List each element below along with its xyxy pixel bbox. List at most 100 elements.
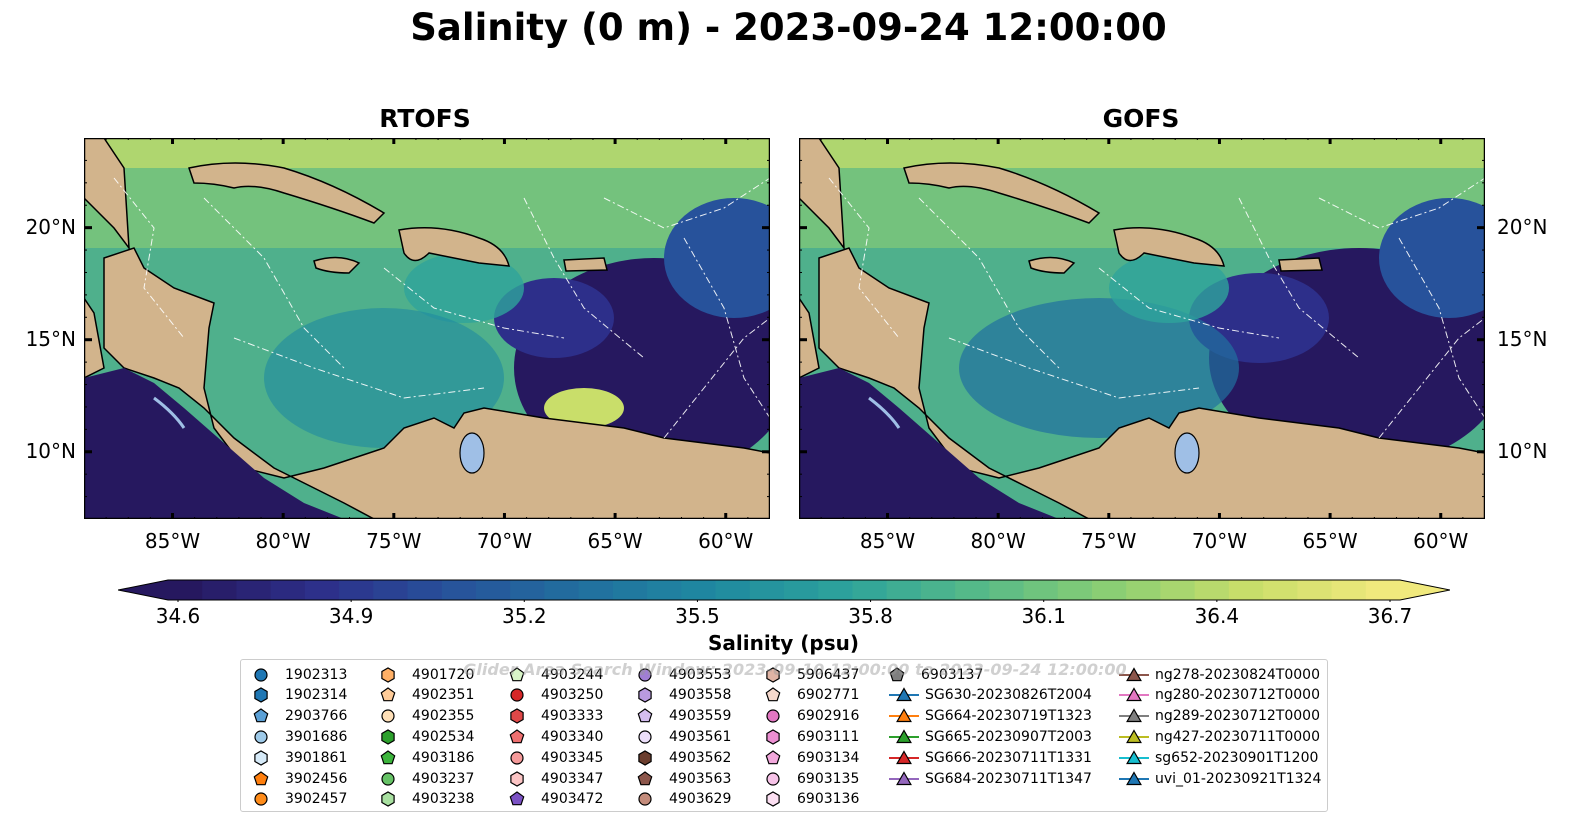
legend-item: 1902314 [253,685,347,706]
lon-tick-label: 75°W [366,529,422,553]
legend-item: 4903244 [509,664,603,685]
lon-tick-label: 65°W [1302,529,1358,553]
legend-label: SG684-20230711T1347 [925,770,1092,787]
legend-marker-icon [509,791,525,806]
legend-item: 6903111 [765,726,859,747]
lon-tick-label: 85°W [859,529,916,553]
legend-label: sg652-20230901T1200 [1155,749,1319,766]
legend-marker-icon [1119,770,1149,785]
lon-tick-label: 85°W [144,529,201,553]
legend-label: SG666-20230711T1331 [925,749,1092,766]
legend-item: uvi_01-20230921T1324 [1119,768,1321,789]
legend-marker-icon [254,687,268,703]
legend-marker-icon [638,687,652,703]
legend-label: 6903135 [797,770,860,787]
colorbar-segment [1160,580,1196,600]
colorbar-segment [339,580,374,600]
legend-marker-icon [1119,708,1149,723]
legend-label: 6903111 [797,728,860,745]
legend-marker-icon [510,751,524,765]
legend-marker-icon [380,749,396,764]
colorbar-segment [749,580,785,600]
legend-marker-icon [509,729,525,744]
colorbar-segment [715,580,751,600]
legend-marker-icon [766,666,780,683]
legend-marker-icon [637,708,653,723]
legend-marker-icon [254,749,268,766]
legend-item: 3902457 [253,789,347,810]
colorbar-segment [784,580,819,600]
legend-marker-icon [889,749,919,764]
legend-label: 4903345 [541,749,604,766]
legend-marker-icon [254,667,268,682]
legend-marker-icon [254,792,268,806]
legend-label: 4903558 [669,687,732,704]
colorbar-segment [920,580,956,600]
legend-marker-icon [637,770,653,785]
legend-marker-icon [638,730,652,744]
legend-item: 4903472 [509,789,603,810]
legend-marker-icon [889,666,905,681]
legend-label: 1902313 [285,666,348,683]
colorbar-segment [1263,580,1298,600]
legend-label: 4902355 [412,708,475,725]
legend-label: 4903472 [541,791,604,808]
colorbar-segment [612,580,648,600]
colorbar-segment [1228,580,1264,600]
legend-marker-icon [889,770,919,785]
legend-label: 4901720 [412,666,475,683]
legend-label: 1902314 [285,687,348,704]
legend-marker-icon [638,667,652,682]
colorbar-segment [1092,580,1127,600]
legend-marker-icon [766,791,780,807]
colorbar-segment [476,580,511,600]
colorbar-tick-label: 34.6 [155,604,201,628]
colorbar-segment [304,580,340,600]
legend-item: 4903563 [637,768,731,789]
legend-marker-icon [638,792,652,806]
legend-item: 4903238 [380,789,474,810]
legend-item: 4902351 [380,685,474,706]
legend-item: ng278-20230824T0000 [1119,664,1320,685]
legend-marker-icon [254,730,268,744]
legend-item: 4901720 [380,664,474,685]
legend-item: 4902534 [380,726,474,747]
gofs-salinity-map[interactable] [799,138,1485,519]
legend-item: 4903186 [380,747,474,768]
lon-tick-label: 80°W [970,529,1026,553]
legend-marker-icon [1119,729,1149,743]
legend-marker-icon [253,770,269,785]
colorbar-segment [441,580,477,600]
legend-label: 3901861 [285,749,348,766]
legend: 1902313 1902314 2903766 3901686 3901861 39024… [240,659,1328,812]
legend-label: 2903766 [285,708,348,725]
map-frame [799,138,1485,519]
rtofs-salinity-map[interactable] [84,138,770,519]
legend-item: 6903136 [765,789,859,810]
legend-label: 6902771 [797,687,860,704]
colorbar-segment [1126,580,1161,600]
legend-label: ng427-20230711T0000 [1155,728,1320,745]
legend-marker-icon [1119,666,1149,681]
legend-item: 4903561 [637,726,731,747]
legend-label: 4903563 [669,770,732,787]
legend-label: 4903347 [541,770,604,787]
lat-tick-label: 15°N [1497,326,1548,351]
legend-item: SG666-20230711T1331 [889,747,1092,768]
legend-marker-icon [509,666,525,681]
legend-label: 4903553 [669,666,732,683]
legend-item: 4902355 [380,706,474,727]
legend-item: 3902456 [253,768,347,789]
legend-marker-icon [1119,687,1149,702]
colorbar-segment [544,580,580,600]
lat-tick-label: 10°N [25,438,76,463]
legend-item: 6902771 [765,685,859,706]
colorbar-tick-label: 35.2 [502,604,547,628]
colorbar-segment [852,580,888,600]
legend-label: 4903250 [541,687,604,704]
watermark: Glider Area Search Window: 2023-09-10 12… [463,660,1127,679]
legend-marker-icon [510,688,524,702]
legend-label: uvi_01-20230921T1324 [1155,770,1322,787]
legend-item: sg652-20230901T1200 [1119,747,1318,768]
legend-label: 6903134 [797,749,860,766]
